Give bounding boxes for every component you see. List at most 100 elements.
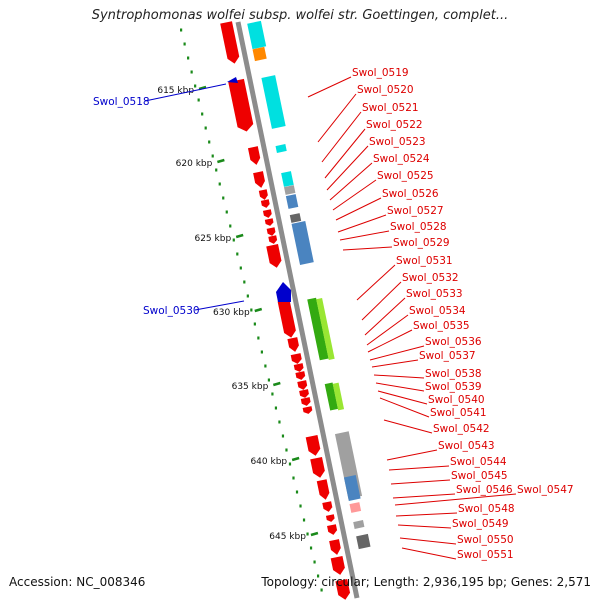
cds-arrow: [299, 389, 309, 398]
gene-label[interactable]: Swol_0551: [457, 549, 514, 561]
cds-arrow: [297, 380, 308, 390]
gene-label[interactable]: Swol_0538: [425, 368, 482, 380]
gene-label[interactable]: Swol_0542: [433, 423, 490, 435]
gene-label[interactable]: Swol_0519: [352, 67, 409, 79]
scale-tick: [198, 85, 207, 91]
gene-label[interactable]: Swol_0525: [377, 170, 434, 182]
scale-tick-label: 615 kbp: [157, 86, 194, 96]
scale-dot: [302, 518, 306, 522]
gene-label[interactable]: Swol_0537: [419, 350, 476, 362]
label-leader-line: [392, 493, 456, 499]
label-leader-line: [329, 162, 373, 201]
gene-label[interactable]: Swol_0539: [425, 381, 482, 393]
scale-dot: [285, 448, 288, 452]
cds-arrow: [322, 501, 333, 512]
scale-dot: [246, 294, 249, 298]
label-leader-line: [375, 382, 425, 392]
gene-label[interactable]: Swol_0544: [450, 456, 507, 468]
gene-label[interactable]: Swol_0533: [406, 288, 463, 300]
gene-label[interactable]: Swol_0543: [438, 440, 495, 452]
label-leader-line: [395, 512, 458, 517]
cds-arrow: [266, 227, 276, 236]
gene-label[interactable]: Swol_0528: [390, 221, 447, 233]
label-leader-line: [326, 145, 369, 191]
label-leader-line: [377, 390, 428, 405]
gene-label[interactable]: Swol_0545: [451, 470, 508, 482]
scale-dot: [306, 532, 309, 536]
feature-block: [275, 144, 287, 153]
gene-label[interactable]: Swol_0521: [362, 102, 419, 114]
label-leader-line: [366, 314, 409, 346]
scale-dot: [260, 350, 263, 354]
scale-dot: [187, 56, 190, 60]
scale-dot: [236, 252, 239, 256]
scale-dot: [281, 434, 285, 438]
scale-dot: [264, 364, 267, 368]
label-leader-line: [342, 246, 393, 251]
cds-arrow: [329, 539, 341, 555]
scale-dot: [320, 588, 323, 592]
scale-dot: [253, 322, 256, 326]
gene-label[interactable]: Swol_0546: [456, 484, 513, 496]
gene-label[interactable]: Swol_0520: [357, 84, 414, 96]
scale-tick: [310, 531, 319, 537]
scale-dot: [274, 406, 278, 410]
scale-tick-label: 620 kbp: [176, 159, 213, 169]
gene-label[interactable]: Swol_0541: [430, 407, 487, 419]
gene-label[interactable]: Swol_0535: [413, 320, 470, 332]
gene-label[interactable]: Swol_0549: [452, 518, 509, 530]
label-leader-line: [144, 83, 227, 102]
scale-dot: [271, 392, 274, 396]
label-leader-line: [399, 537, 457, 545]
label-leaders: [144, 76, 517, 560]
scale-tick: [235, 233, 244, 239]
scale-dot: [218, 182, 221, 186]
scale-dot: [211, 154, 214, 158]
gene-label[interactable]: Swol_0548: [458, 503, 515, 515]
label-leader-line: [332, 179, 377, 211]
gene-label[interactable]: Swol_0523: [369, 136, 426, 148]
gene-label[interactable]: Swol_0536: [425, 336, 482, 348]
cds-arrow: [325, 514, 335, 522]
gene-label[interactable]: Swol_0532: [402, 272, 459, 284]
label-leader-line: [373, 374, 425, 379]
scale-dot: [197, 98, 200, 102]
gene-label[interactable]: Swol_0550: [457, 534, 514, 546]
feature-block: [285, 194, 299, 209]
scale-dot: [180, 28, 183, 32]
gene-label[interactable]: Swol_0526: [382, 188, 439, 200]
scale-dot: [299, 504, 302, 508]
gene-label[interactable]: Swol_0524: [373, 153, 430, 165]
gene-label[interactable]: Swol_0530: [143, 305, 200, 317]
feature-block: [356, 533, 371, 550]
gene-label[interactable]: Swol_0522: [366, 119, 423, 131]
gene-label[interactable]: Swol_0529: [393, 237, 450, 249]
scale-ticks: 615 kbp 620 kbp 625 kbp 630 kbp 635 kbp 640 k…: [157, 85, 319, 542]
accession-text: Accession: NC_008346: [9, 575, 146, 589]
feature-block: [349, 502, 362, 513]
scale-tick-label: 640 kbp: [250, 457, 287, 467]
cds-arrow: [277, 299, 296, 338]
scale-dot: [229, 224, 232, 228]
scale-dot: [204, 126, 207, 130]
label-leader-line: [324, 128, 366, 179]
feature-block: [307, 297, 329, 361]
map-title: Syntrophomonas wolfei subsp. wolfei str.…: [91, 8, 509, 23]
gene-label[interactable]: Swol_0540: [428, 394, 485, 406]
gene-label[interactable]: Swol_0527: [387, 205, 444, 217]
cds-arrow: [310, 456, 325, 478]
gene-label[interactable]: Swol_0531: [396, 255, 453, 267]
gene-label[interactable]: Swol_0534: [409, 305, 466, 317]
label-leader-line: [321, 111, 362, 163]
feature-block: [289, 213, 302, 223]
scale-tick: [254, 307, 263, 313]
cds-arrow: [302, 406, 313, 414]
feature-block: [281, 171, 294, 187]
feature-block: [353, 520, 365, 529]
gene-label[interactable]: Swol_0547: [517, 484, 574, 496]
scale-dot: [225, 210, 228, 214]
cds-arrow: [290, 353, 302, 364]
label-leader-line: [339, 230, 390, 241]
gene-label[interactable]: Swol_0518: [93, 96, 150, 108]
scale-dot: [190, 70, 193, 74]
